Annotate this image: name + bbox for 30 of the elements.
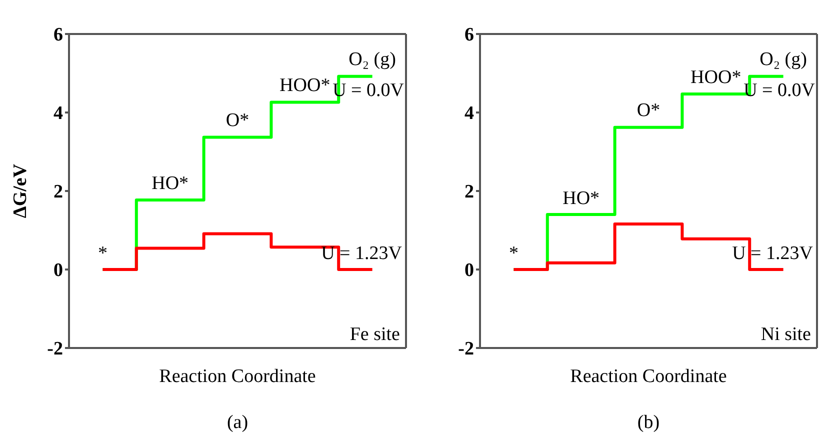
y-tick-label: 6 <box>464 24 474 46</box>
x-axis-title: Reaction Coordinate <box>570 366 727 387</box>
y-tick-label: 0 <box>54 260 63 282</box>
text: (a) <box>226 412 248 434</box>
y-tick-label: -2 <box>458 338 474 360</box>
y-axis-title: ΔG/eV <box>10 164 32 218</box>
annotation: O* <box>226 110 250 132</box>
y-tick-label: 4 <box>464 103 474 124</box>
annotation: O* <box>636 100 660 122</box>
annotation: HO* <box>562 188 600 210</box>
annotation: HOO* <box>690 67 742 90</box>
annotation: HOO* <box>280 75 330 98</box>
y-tick-label: 4 <box>54 103 64 124</box>
series-label: U = 1.23V <box>321 242 402 264</box>
series-label: U = 1.23V <box>732 242 813 264</box>
annotation: Ni site <box>760 324 811 346</box>
y-tick-label: 2 <box>54 182 63 203</box>
x-axis-title: Reaction Coordinate <box>159 366 316 387</box>
annotation: HO* <box>152 173 189 196</box>
annotation: * <box>508 242 518 264</box>
y-tick-label: 2 <box>464 182 474 203</box>
y-tick-label: 6 <box>54 24 63 46</box>
annotation: O₂ (g) <box>760 49 807 72</box>
annotation: O₂ (g) <box>348 49 396 72</box>
y-tick-label: -2 <box>47 338 63 360</box>
y-tick-label: 0 <box>464 260 474 282</box>
text: (b) <box>637 412 660 434</box>
series-label: U = 0.0V <box>744 80 815 102</box>
annotation: * <box>98 242 108 264</box>
annotation: Fe site <box>350 324 400 346</box>
